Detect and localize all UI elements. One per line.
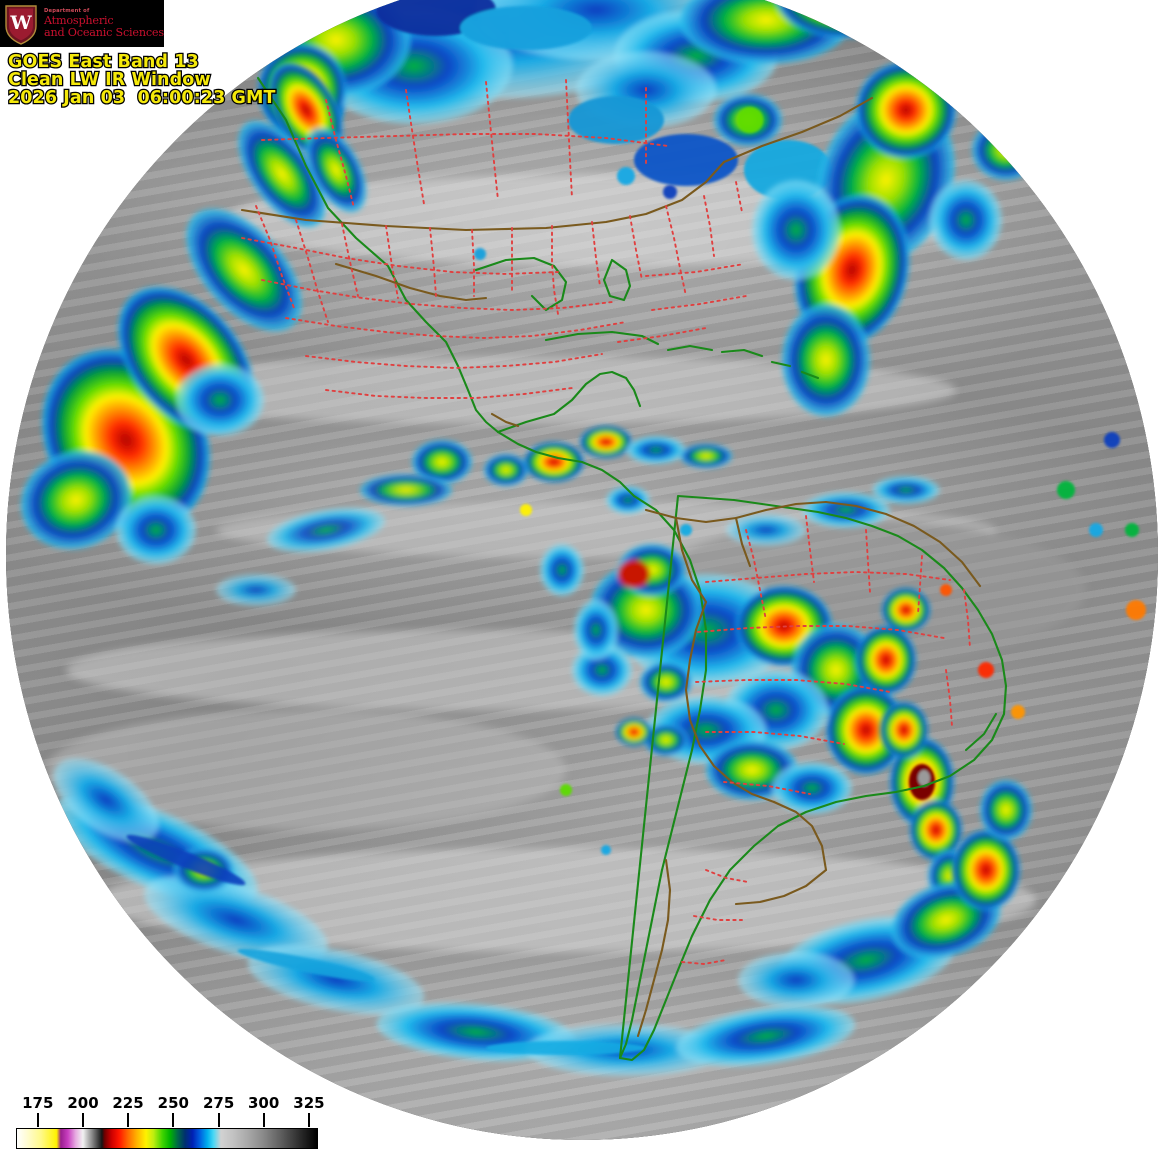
colorbar-label-275: 275 (202, 1094, 235, 1112)
colorbar-label-250: 250 (157, 1094, 189, 1112)
logo-text-block: Department of Atmospheric and Oceanic Sc… (44, 7, 164, 40)
brightness-temperature-colorbar (16, 1128, 318, 1149)
title-product-line: GOES East Band 13 (7, 52, 200, 73)
uw-madison-aos-logo: W Department of Atmospheric and Oceanic … (0, 0, 164, 47)
uw-crest-icon: W (5, 4, 37, 45)
colorbar-label-225: 225 (112, 1094, 144, 1112)
svg-text:W: W (9, 12, 32, 34)
colorbar-tick-275 (217, 1113, 220, 1127)
colorbar-tick-325 (307, 1113, 310, 1127)
colorbar-tick-225 (127, 1113, 130, 1127)
image-title-block: GOES East Band 13 Clean LW IR Window 202… (7, 52, 277, 109)
globe-disk (6, 0, 1158, 1140)
logo-line-atmospheric: Atmospheric (44, 13, 114, 27)
logo-line-oceanic: and Oceanic Sciences (44, 26, 164, 40)
colorbar-tick-250 (172, 1113, 175, 1127)
colorbar-labels: 175 200 225 250 275 300 325 (0, 1094, 340, 1116)
colorbar-ticks (0, 1113, 340, 1127)
title-timestamp-line: 2026 Jan 03 06:00:23 GMT (7, 88, 277, 109)
title-channel-line: Clean LW IR Window (7, 70, 212, 91)
logo-department-label: Department of (44, 7, 90, 14)
limb-darkening-layer (6, 0, 1158, 1140)
colorbar-legend: 175 200 225 250 275 300 325 (0, 1094, 340, 1160)
colorbar-tick-175 (36, 1113, 39, 1127)
colorbar-label-325: 325 (293, 1094, 325, 1112)
colorbar-label-175: 175 (22, 1094, 54, 1112)
colorbar-label-200: 200 (67, 1094, 99, 1112)
colorbar-label-300: 300 (247, 1094, 280, 1112)
colorbar-tick-200 (82, 1113, 85, 1127)
colorbar-tick-300 (262, 1113, 265, 1127)
